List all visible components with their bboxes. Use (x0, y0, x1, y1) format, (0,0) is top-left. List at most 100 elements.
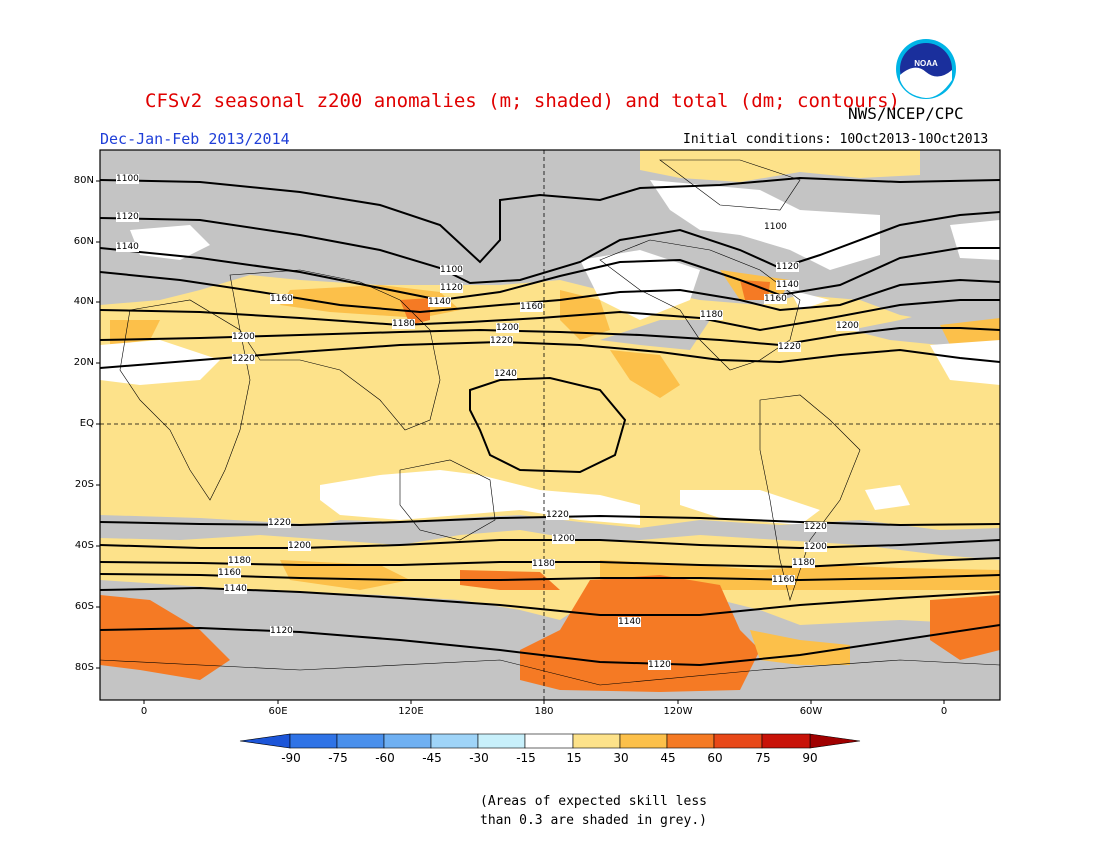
coast-north-america (599, 239, 801, 371)
lon-label: 60E (268, 706, 288, 717)
contour-label: 1120 (648, 660, 671, 670)
colorbar-bin (336, 733, 385, 749)
colorbar-label: 90 (802, 751, 818, 765)
contour-label: 1120 (116, 212, 139, 222)
contour-1100 (100, 176, 1000, 264)
colorbar-label: 15 (566, 751, 582, 765)
colorbar-bin (619, 733, 668, 749)
coast-greenland (659, 159, 801, 211)
contour-label: 1160 (772, 575, 795, 585)
contour-label: 1100 (116, 174, 139, 184)
colorbar-bin (383, 733, 432, 749)
map-frame (99, 149, 1001, 701)
contour-label: 1160 (520, 302, 543, 312)
contour-label: 1120 (776, 262, 799, 272)
colorbar-bin (761, 733, 811, 749)
contour-1240 (469, 376, 627, 474)
shaded-anomalies (100, 150, 1000, 700)
contour-1140-south (100, 586, 1000, 616)
lat-label: 20N (73, 357, 94, 368)
colorbar-bin (524, 733, 574, 749)
colorbar-label: -75 (328, 751, 348, 765)
noaa-logo-text: NOAA (914, 59, 938, 68)
contour-label: 1160 (270, 294, 293, 304)
colorbar-label: -15 (516, 751, 536, 765)
contour-label: 1200 (288, 541, 311, 551)
white-south-atlantic (865, 485, 910, 510)
colorbar-label: 45 (660, 751, 676, 765)
lon-label: 180 (534, 706, 554, 717)
contour-1120-south (100, 624, 1000, 667)
contour-label: 1200 (804, 542, 827, 552)
contour-label: 1140 (116, 242, 139, 252)
coast-africa (119, 299, 251, 501)
agency-label: NWS/NCEP/CPC (848, 104, 964, 123)
lat-label: 20S (74, 479, 94, 490)
contour-label: 1200 (232, 332, 255, 342)
contour-label: 1140 (428, 297, 451, 307)
contour-label: 1160 (764, 294, 787, 304)
orange-south-indian (280, 560, 410, 590)
lon-label: 60W (799, 706, 823, 717)
lat-label: 40N (73, 296, 94, 307)
contour-label: 1200 (836, 321, 859, 331)
contour-1200 (100, 327, 1000, 347)
contour-label: 1100 (440, 265, 463, 275)
contour-1180 (100, 299, 1000, 332)
axis-ticks (96, 180, 945, 704)
contour-label: 1180 (700, 310, 723, 320)
colorbar-bin (666, 733, 715, 749)
lon-label: 0 (940, 706, 948, 717)
contour-label: 1220 (232, 354, 255, 364)
contour-label: 1240 (494, 369, 517, 379)
contour-1200-south (100, 539, 1000, 550)
contour-label: 1140 (776, 280, 799, 290)
colorbar-arrow-right (809, 733, 861, 749)
lat-label: 60S (74, 601, 94, 612)
contour-label: 1180 (792, 558, 815, 568)
noaa-logo-icon: NOAA (896, 39, 956, 99)
contour-1120 (100, 211, 1000, 285)
colorbar-bin (572, 733, 621, 749)
colorbar-arrow-left (239, 733, 291, 749)
white-atl-north (950, 220, 1000, 260)
colorbar-bin (477, 733, 526, 749)
orange-antarctic-peninsula (750, 630, 850, 665)
contour-1140 (100, 247, 1000, 302)
orange-great-lakes (740, 280, 770, 300)
colorbar-label: 60 (707, 751, 723, 765)
contour-label: 1220 (268, 518, 291, 528)
contour-label: 1220 (804, 522, 827, 532)
white-south-pacific (680, 490, 820, 525)
colorbar-bin (430, 733, 479, 749)
contour-label: 1200 (496, 323, 519, 333)
lat-label: 80N (73, 175, 94, 186)
colorbar-label: -60 (375, 751, 395, 765)
lat-label: 80S (74, 662, 94, 673)
white-east-coast (790, 290, 830, 310)
orange-antarctic-atl (100, 595, 230, 680)
colorbar (239, 733, 861, 749)
contour-label: 1120 (440, 283, 463, 293)
orange-africa-north (940, 318, 1000, 345)
colorbar-label: -45 (422, 751, 442, 765)
lat-label: 60N (73, 236, 94, 247)
contour-label: 1220 (778, 342, 801, 352)
coast-australia (399, 459, 496, 541)
skill-note-line: than 0.3 are shaded in grey.) (480, 813, 707, 828)
coast-south-america (759, 394, 861, 602)
orange-hawaii (610, 350, 680, 398)
colorbar-bin (713, 733, 763, 749)
contour-1220 (100, 340, 1000, 369)
contour-label: 1180 (228, 556, 251, 566)
contour-label: 1160 (218, 568, 241, 578)
colorbar-label: 75 (755, 751, 771, 765)
orange-antarctic-east (930, 595, 1000, 660)
colorbar-bin (289, 733, 338, 749)
contour-label: 1100 (764, 222, 787, 232)
contour-label: 1220 (490, 336, 513, 346)
lon-label: 0 (140, 706, 148, 717)
contour-label: 1180 (392, 319, 415, 329)
season-label: Dec-Jan-Feb 2013/2014 (100, 130, 290, 148)
colorbar-label: 30 (613, 751, 629, 765)
